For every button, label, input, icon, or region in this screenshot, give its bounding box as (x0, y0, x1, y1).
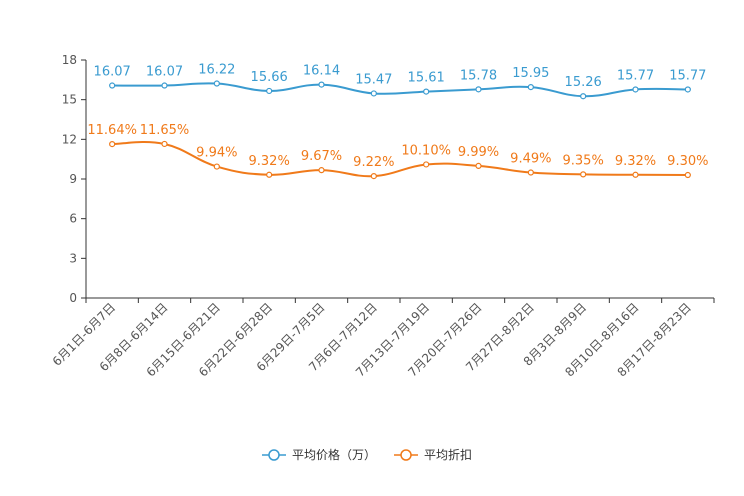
data-label: 9.22% (353, 155, 394, 170)
data-point (109, 140, 116, 148)
data-label: 9.49% (510, 152, 551, 167)
data-point (213, 163, 220, 170)
data-point (213, 80, 220, 87)
data-point (423, 161, 430, 168)
data-label: 9.35% (563, 153, 604, 168)
data-label: 15.78 (460, 68, 497, 83)
data-point (527, 169, 534, 176)
legend-label: 平均折扣 (424, 447, 472, 462)
y-tick-label: 6 (69, 212, 77, 226)
y-tick-label: 3 (69, 251, 77, 265)
data-point (632, 86, 639, 93)
legend-item-0[interactable]: 平均价格（万） (262, 447, 376, 462)
data-point (161, 140, 168, 148)
legend-item-1[interactable]: 平均折扣 (394, 447, 472, 462)
y-tick-label: 9 (69, 172, 77, 186)
data-point (318, 167, 325, 174)
data-label: 15.77 (617, 68, 654, 83)
data-point (684, 171, 691, 179)
data-point (475, 162, 482, 170)
data-label: 11.64% (87, 123, 137, 138)
data-point (370, 90, 377, 97)
data-point (684, 86, 691, 93)
data-label: 9.30% (667, 154, 708, 169)
x-axis: 6月1日-6月7日6月8日-6月14日6月15日-6月21日6月22日-6月28… (50, 297, 715, 380)
data-label: 11.65% (140, 123, 190, 138)
y-tick-label: 15 (62, 93, 77, 107)
data-label: 9.99% (458, 145, 499, 160)
y-axis: 0 3 6 9 12 15 18 (62, 53, 87, 305)
data-label: 15.77 (669, 68, 706, 83)
data-label: 16.07 (146, 65, 183, 80)
data-label: 16.22 (198, 63, 235, 78)
data-label: 15.47 (355, 72, 392, 87)
data-label: 9.32% (615, 154, 656, 169)
data-label: 9.67% (301, 149, 342, 164)
legend-swatch-marker (268, 449, 280, 461)
data-point (370, 172, 377, 180)
data-point (266, 87, 273, 95)
series-0: 16.07 16.07 16.22 15.66 16.14 15.47 15.61 15.78… (94, 63, 706, 100)
data-label: 15.61 (408, 71, 445, 86)
data-label: 16.07 (94, 65, 131, 80)
data-label: 15.26 (565, 75, 602, 90)
data-point (527, 84, 534, 91)
data-point (161, 82, 168, 89)
data-point (475, 86, 482, 93)
data-point (423, 88, 430, 95)
series-line (112, 141, 688, 178)
y-tick-label: 18 (62, 53, 77, 67)
y-tick-label: 12 (62, 132, 77, 146)
data-point (318, 81, 325, 88)
y-tick-label: 0 (69, 291, 77, 305)
series-layer: 16.07 16.07 16.22 15.66 16.14 15.47 15.61 15.78… (87, 63, 708, 180)
data-point (109, 82, 116, 89)
data-label: 15.66 (251, 70, 288, 85)
data-label: 9.32% (249, 154, 290, 169)
legend: 平均价格（万） 平均折扣 (262, 447, 472, 462)
legend-label: 平均价格（万） (292, 447, 376, 462)
series-line (112, 82, 688, 98)
data-point (266, 171, 273, 178)
data-label: 16.14 (303, 64, 340, 79)
data-label: 15.95 (512, 66, 549, 81)
legend-swatch-marker (400, 449, 412, 461)
data-label: 9.94% (196, 146, 237, 161)
series-1: 11.64% 11.65% 9.94% 9.32% 9.67% 9.22% 10.10% 9.… (87, 123, 708, 180)
data-label: 10.10% (401, 143, 451, 158)
data-point (632, 171, 639, 178)
data-point (580, 171, 587, 178)
data-point (580, 93, 587, 100)
